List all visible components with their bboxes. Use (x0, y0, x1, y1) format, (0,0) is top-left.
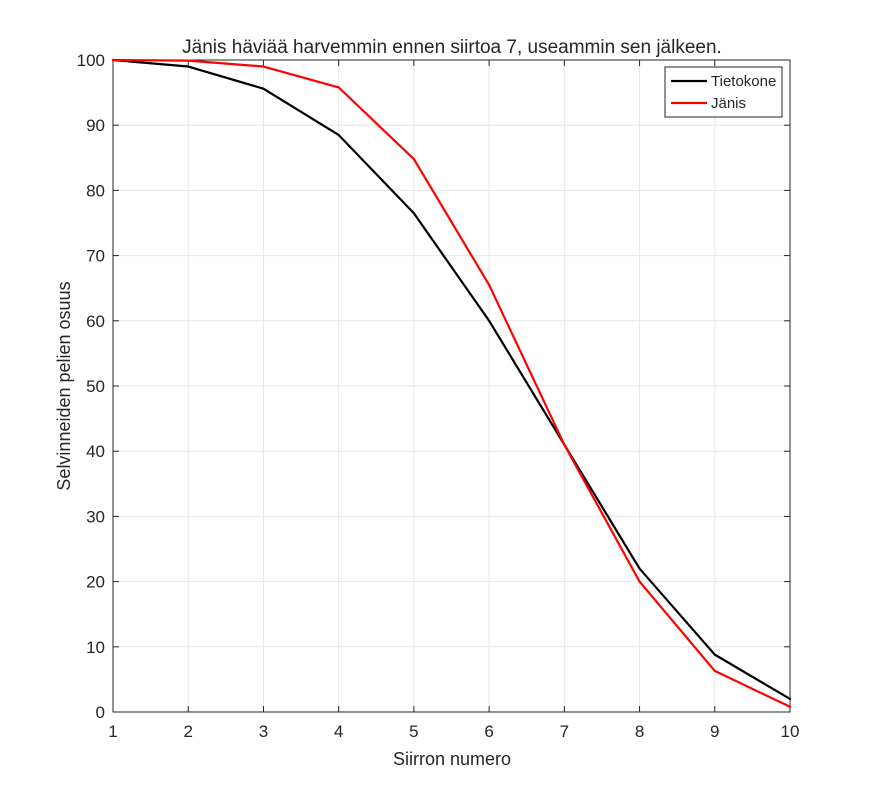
legend-label-2: Jänis (711, 95, 746, 112)
y-tick-label: 0 (96, 703, 105, 722)
data-point (187, 59, 190, 62)
data-point (563, 443, 566, 446)
x-axis-label: Siirron numero (393, 749, 511, 769)
x-tick-label: 4 (334, 722, 343, 741)
x-tick-label: 5 (409, 722, 418, 741)
chart-title: Jänis häviää harvemmin ennen siirtoa 7, … (182, 37, 722, 58)
data-point (788, 705, 792, 708)
y-tick-label: 50 (86, 377, 105, 396)
data-point (638, 580, 641, 583)
data-point (111, 58, 115, 62)
y-tick-label: 40 (86, 442, 105, 461)
data-point (713, 653, 716, 656)
x-tick-label: 8 (635, 722, 644, 741)
x-tick-label: 7 (560, 722, 569, 741)
x-tick-label: 6 (484, 722, 493, 741)
data-point (337, 86, 340, 89)
series-line-2 (111, 58, 792, 708)
data-point (412, 158, 415, 161)
y-tick-label: 30 (86, 507, 105, 526)
data-point (713, 669, 716, 673)
x-tick-label: 1 (108, 722, 117, 741)
data-point (262, 87, 265, 90)
data-point (412, 212, 415, 215)
y-tick-label: 60 (86, 312, 105, 331)
legend-box (664, 66, 783, 118)
data-point (262, 65, 265, 68)
data-point (788, 697, 792, 701)
legend: Tietokone Jänis (664, 66, 783, 118)
y-tick-label: 10 (86, 638, 105, 657)
x-tick-label: 2 (183, 722, 192, 741)
x-tick-label: 3 (259, 722, 268, 741)
data-point (187, 65, 190, 68)
y-tick-label: 90 (86, 116, 105, 135)
series-line-1 (111, 58, 792, 701)
data-point (488, 319, 491, 322)
legend-label-1: Tietokone (711, 73, 776, 90)
data-point (638, 567, 641, 570)
x-tick-label: 9 (710, 722, 719, 741)
data-point (337, 133, 340, 137)
y-tick-label: 80 (86, 181, 105, 200)
y-tick-label: 20 (86, 573, 105, 592)
y-tick-label: 70 (86, 247, 105, 266)
data-point (488, 283, 491, 287)
y-axis-label: Selvinneiden pelien osuus (54, 281, 74, 490)
y-tick-label: 100 (77, 51, 105, 70)
series-layer (111, 58, 792, 708)
x-tick-label: 10 (781, 722, 800, 741)
